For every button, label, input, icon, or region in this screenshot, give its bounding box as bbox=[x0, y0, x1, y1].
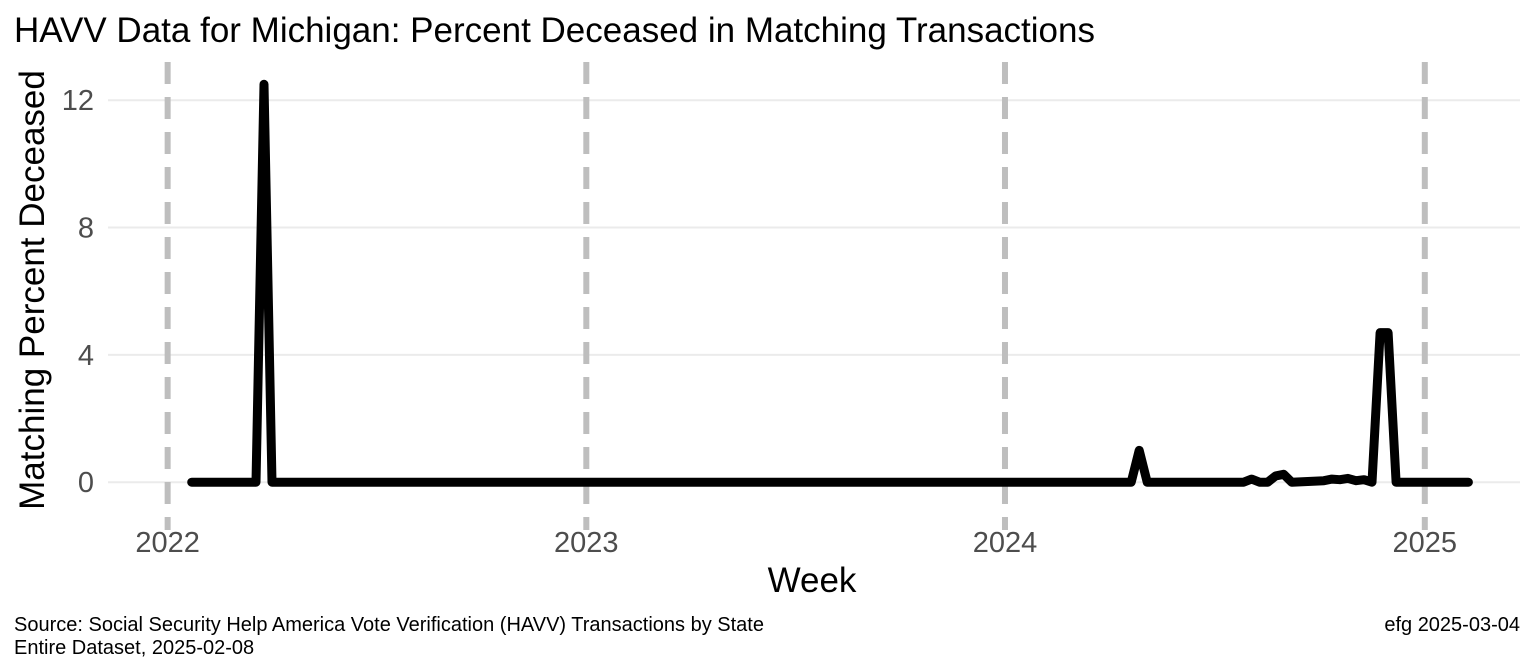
year-lines bbox=[164, 62, 1428, 530]
y-axis-title: Matching Percent Deceased bbox=[13, 70, 52, 510]
plot-panel bbox=[108, 62, 1520, 530]
caption-credit: efg 2025-03-04 bbox=[1384, 614, 1520, 636]
caption-source-line-2: Entire Dataset, 2025-02-08 bbox=[14, 637, 254, 659]
horizontal-gridlines bbox=[108, 99, 1520, 484]
chart-title: HAVV Data for Michigan: Percent Deceased… bbox=[14, 11, 1095, 50]
x-tick-label-2: 2024 bbox=[973, 527, 1038, 559]
x-tick-label-0: 2022 bbox=[135, 527, 200, 559]
y-tick-label-2: 8 bbox=[78, 213, 94, 245]
series-line-0 bbox=[187, 79, 1473, 487]
caption-source-line-1: Source: Social Security Help America Vot… bbox=[14, 614, 764, 636]
series-layer bbox=[187, 79, 1473, 487]
y-tick-label-0: 0 bbox=[78, 467, 94, 499]
y-tick-label-3: 12 bbox=[62, 85, 94, 117]
y-axis-ticks: 0 4 8 12 bbox=[62, 85, 94, 499]
y-tick-label-1: 4 bbox=[78, 340, 94, 372]
x-tick-label-3: 2025 bbox=[1393, 527, 1458, 559]
x-axis-ticks: 2022 2023 2024 2025 bbox=[135, 527, 1457, 559]
x-tick-label-1: 2023 bbox=[554, 527, 619, 559]
x-axis-title: Week bbox=[768, 561, 857, 600]
